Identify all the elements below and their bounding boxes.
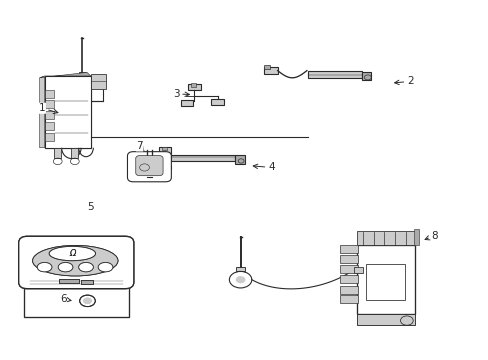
Ellipse shape: [37, 262, 52, 272]
Bar: [44, 76, 91, 148]
Bar: [413, 229, 418, 245]
Bar: [339, 275, 357, 283]
Text: 7: 7: [136, 141, 143, 151]
Bar: [264, 67, 277, 74]
Polygon shape: [40, 72, 91, 78]
Bar: [339, 265, 357, 273]
Text: 5: 5: [87, 202, 94, 212]
Ellipse shape: [33, 246, 118, 276]
Bar: [79, 72, 86, 78]
Bar: [59, 279, 79, 283]
Bar: [190, 83, 195, 87]
Bar: [81, 280, 93, 284]
Bar: [339, 245, 357, 253]
Bar: [161, 147, 167, 150]
Text: Ω: Ω: [69, 249, 76, 258]
Bar: [44, 111, 54, 119]
Bar: [181, 100, 193, 107]
Text: 6: 6: [60, 294, 71, 304]
Bar: [44, 76, 91, 148]
Text: 4: 4: [253, 162, 274, 172]
Bar: [353, 267, 362, 273]
Bar: [356, 231, 414, 245]
Bar: [91, 74, 105, 89]
Ellipse shape: [33, 246, 118, 276]
FancyBboxPatch shape: [19, 236, 134, 289]
Ellipse shape: [58, 262, 73, 272]
Bar: [339, 255, 357, 263]
Bar: [366, 264, 405, 300]
Bar: [54, 148, 61, 158]
Ellipse shape: [58, 262, 73, 272]
Bar: [356, 244, 414, 315]
Bar: [171, 154, 234, 161]
Ellipse shape: [98, 262, 113, 272]
Text: 1: 1: [39, 103, 58, 114]
Bar: [81, 280, 93, 284]
Bar: [159, 147, 171, 154]
Bar: [44, 133, 54, 140]
Bar: [44, 122, 54, 130]
Bar: [157, 166, 171, 169]
Circle shape: [83, 298, 92, 304]
Text: Ω: Ω: [69, 249, 76, 258]
Bar: [44, 90, 54, 98]
Bar: [339, 295, 357, 303]
Text: 2: 2: [394, 76, 413, 86]
Bar: [264, 65, 269, 69]
Bar: [24, 239, 129, 317]
FancyBboxPatch shape: [19, 236, 134, 289]
Ellipse shape: [79, 262, 93, 272]
Bar: [236, 267, 244, 271]
FancyBboxPatch shape: [127, 152, 171, 182]
Bar: [44, 100, 54, 108]
Bar: [361, 72, 370, 80]
Circle shape: [83, 298, 92, 304]
Bar: [71, 148, 78, 158]
Bar: [339, 286, 357, 294]
Bar: [59, 279, 79, 283]
Bar: [234, 155, 245, 164]
Ellipse shape: [49, 246, 95, 261]
Ellipse shape: [49, 246, 95, 261]
Bar: [211, 99, 223, 105]
Bar: [188, 84, 200, 90]
Bar: [307, 71, 361, 78]
Text: 8: 8: [424, 231, 437, 240]
Bar: [356, 314, 414, 325]
FancyBboxPatch shape: [136, 156, 163, 176]
Ellipse shape: [37, 262, 52, 272]
Ellipse shape: [79, 262, 93, 272]
Text: 3: 3: [173, 89, 189, 99]
Ellipse shape: [98, 262, 113, 272]
Circle shape: [235, 276, 245, 283]
Polygon shape: [40, 76, 44, 148]
